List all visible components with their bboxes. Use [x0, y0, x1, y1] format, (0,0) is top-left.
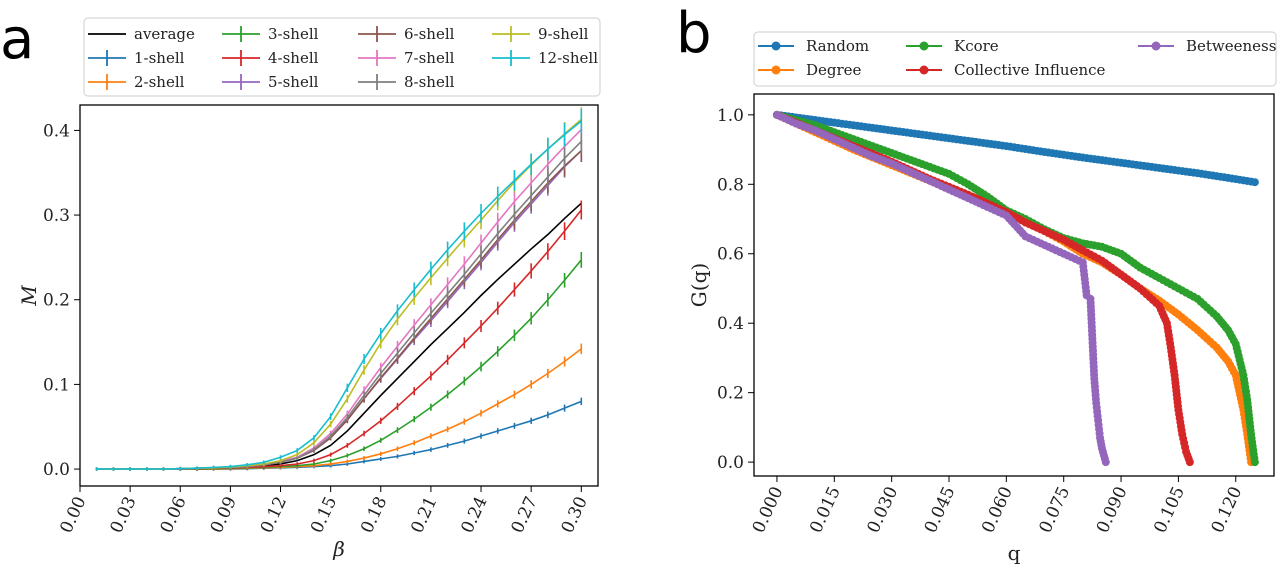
x-tick-label: 0.105	[1150, 484, 1189, 537]
y-tick-label: 0.2	[43, 291, 70, 311]
x-axis-label: q	[1008, 541, 1021, 565]
y-axis-label: M	[17, 285, 41, 307]
x-tick-label: 0.120	[1208, 484, 1247, 537]
x-tick-label: 0.075	[1036, 484, 1075, 537]
legend-entry: Random	[806, 37, 869, 55]
data-point	[1186, 458, 1194, 466]
panel-label-a: a	[0, 7, 34, 72]
plot-area-b	[754, 94, 1274, 476]
x-tick-label: 0.15	[307, 494, 341, 537]
figure: a b 0.00 0.03 0.06 0.09 0.12 0.15 0.18 0.21 0.24…	[0, 0, 1280, 567]
legend-entry: Degree	[806, 61, 862, 79]
x-tick-label: 0.03	[107, 494, 141, 537]
y-tick-label: 0.4	[43, 121, 70, 141]
x-axis-label: β	[332, 537, 345, 561]
legend-entry: 1-shell	[134, 49, 185, 67]
chart-panel-a: 0.00 0.03 0.06 0.09 0.12 0.15 0.18 0.21 0.24 0.27…	[17, 18, 600, 561]
legend-marker	[920, 66, 929, 75]
x-tick-label: 0.00	[56, 494, 90, 537]
legend-b: Random Degree Kcore Collective Influence Bet…	[754, 32, 1276, 86]
legend-marker	[772, 66, 781, 75]
y-tick-label: 0.0	[717, 453, 744, 473]
x-tick-label: 0.21	[407, 494, 441, 537]
legend-entry: 6-shell	[404, 25, 455, 43]
legend-entry: 9-shell	[538, 25, 589, 43]
legend-entry: average	[134, 25, 195, 43]
x-tick-label: 0.015	[806, 484, 845, 537]
y-tick-label: 0.6	[717, 245, 744, 265]
panel-label-b: b	[676, 1, 712, 66]
x-tick-label: 0.090	[1093, 484, 1132, 537]
data-point	[1251, 458, 1259, 466]
chart-panel-b: 0.000 0.015 0.030 0.045 0.060 0.075 0.090 0.105…	[687, 32, 1276, 565]
x-tick-label: 0.18	[357, 494, 391, 537]
x-tick-label: 0.060	[978, 484, 1017, 537]
legend-marker	[1152, 42, 1161, 51]
x-tick-label: 0.000	[749, 484, 788, 537]
x-tick-label: 0.24	[457, 494, 491, 537]
legend-entry: 8-shell	[404, 73, 455, 91]
legend-entry: Collective Influence	[954, 61, 1106, 79]
legend-entry: 2-shell	[134, 73, 185, 91]
legend-marker	[772, 42, 781, 51]
y-tick-label: 0.3	[43, 206, 70, 226]
x-tick-label: 0.030	[863, 484, 902, 537]
y-tick-label: 0.1	[43, 375, 70, 395]
legend-entry: 7-shell	[404, 49, 455, 67]
y-tick-label: 0.4	[717, 314, 744, 334]
y-tick-label: 1.0	[717, 106, 744, 126]
data-point	[1251, 178, 1259, 186]
legend-marker	[920, 42, 929, 51]
x-tick-label: 0.045	[921, 484, 960, 537]
legend-a: average 1-shell 2-shell 3-shell 4-shell 5-she…	[84, 18, 600, 96]
y-tick-label: 0.2	[717, 384, 744, 404]
legend-entry: 12-shell	[538, 49, 598, 67]
x-tick-label: 0.12	[257, 494, 291, 537]
x-tick-label: 0.30	[558, 494, 592, 537]
legend-entry: 3-shell	[268, 25, 319, 43]
y-tick-label: 0.0	[43, 460, 70, 480]
legend-entry: Kcore	[954, 37, 999, 55]
legend-entry: 4-shell	[268, 49, 319, 67]
x-tick-label: 0.09	[207, 494, 241, 537]
x-tick-label: 0.06	[157, 494, 191, 537]
data-point	[1102, 458, 1110, 466]
legend-entry: Betweeness	[1186, 37, 1276, 55]
y-tick-label: 0.8	[717, 175, 744, 195]
y-axis-label: G(q)	[687, 263, 711, 307]
legend-entry: 5-shell	[268, 73, 319, 91]
x-tick-label: 0.27	[508, 494, 542, 537]
